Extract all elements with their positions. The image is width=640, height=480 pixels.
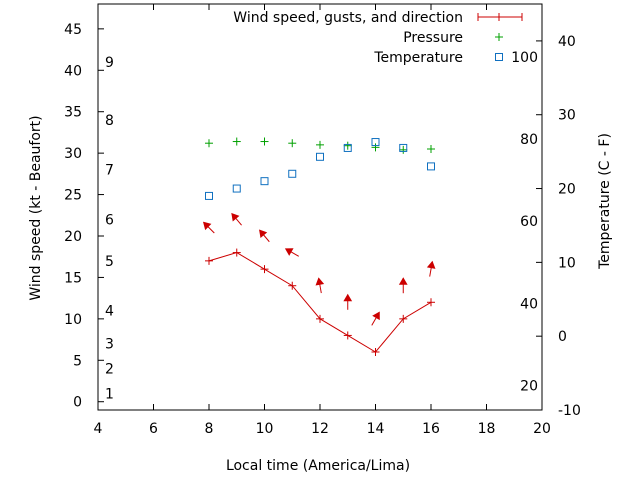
wind-direction-arrow [371,311,380,326]
arrow-head [259,229,268,239]
y-tick-label: 5 [73,353,82,369]
wind-direction-arrow [315,277,325,294]
pressure-point [371,143,380,152]
y-tick-label: 35 [64,105,82,121]
wind-direction-arrow [284,248,299,257]
x-tick-label: 8 [205,421,214,437]
fahrenheit-label: 100 [511,50,538,66]
y-tick-label: 25 [64,188,82,204]
x-tick-label: 4 [94,421,103,437]
wind-direction-arrow [343,293,353,310]
pressure-point [260,137,269,146]
arrow-head [426,260,436,269]
temperature-point [288,169,297,178]
y2-tick-label: 30 [558,108,576,124]
pressure-point [288,139,297,148]
temperature-point [316,152,324,161]
x-tick-label: 10 [256,421,274,437]
wind-direction-arrow [202,221,215,234]
pressure-point [205,139,213,148]
fahrenheit-label: 60 [520,214,538,230]
wind-speed-point [371,348,380,356]
arrow-head [231,212,240,222]
x-tick-label: 20 [533,421,551,437]
wind-speed-point [205,256,213,265]
y-tick-label: 15 [64,270,82,286]
fahrenheit-label: 80 [520,132,538,148]
wind-speed-point [316,314,324,323]
arrow-head [343,293,353,302]
y2-tick-label: 20 [558,182,576,198]
wind-direction-arrow [426,260,436,277]
wind-direction-arrow [231,212,242,226]
y-tick-label: 30 [64,146,82,162]
temperature-point [343,143,352,152]
x-tick-label: 16 [422,421,440,437]
arrow-head [284,248,294,256]
legend-wind-plus [495,13,503,21]
wind-speed-point [260,265,269,274]
legend-symbol-pressure [495,33,503,41]
legend-label-wind: Wind speed, gusts, and direction [233,10,463,26]
beaufort-label: 3 [105,337,114,353]
legend-label-pressure: Pressure [403,30,463,46]
pressure-point [427,145,435,153]
pressure-point [316,140,324,149]
beaufort-label: 5 [105,254,114,270]
arrow-head [315,277,325,286]
y-tick-label: 45 [64,22,82,38]
temperature-point [371,138,380,147]
arrow-head [398,277,408,285]
wind-direction-arrow [259,229,270,243]
wind-speed-point [232,248,241,257]
fahrenheit-label: 20 [520,379,538,395]
x-tick-label: 18 [478,421,496,437]
y2-tick-label: -10 [558,403,581,419]
y-axis-label: Wind speed (kt - Beaufort) [28,115,44,300]
wind-speed-point [288,281,297,290]
beaufort-label: 8 [105,113,114,129]
x-tick-label: 14 [367,421,385,437]
y-tick-label: 20 [64,229,82,245]
y2-axis-label: Temperature (C - F) [597,133,613,270]
y2-tick-label: 0 [558,329,567,345]
x-axis-label: Local time (America/Lima) [226,458,410,474]
beaufort-label: 1 [105,386,114,402]
wind-speed-point [343,331,352,340]
y2-tick-label: 10 [558,255,576,271]
beaufort-label: 9 [105,55,114,71]
beaufort-label: 2 [105,362,114,378]
temperature-point [427,162,435,171]
wind-direction-arrow [398,277,408,294]
legend-symbol-wind [477,13,523,21]
y-tick-label: 0 [73,395,82,411]
legend-label-temperature: Temperature [373,50,463,66]
beaufort-label: 4 [105,304,114,320]
y-tick-label: 40 [64,63,82,79]
temperature-point [232,184,241,193]
beaufort-label: 6 [105,212,114,228]
beaufort-label: 7 [105,163,114,179]
plot-frame [97,3,543,411]
y-tick-label: 10 [64,312,82,328]
wind-speed-point [427,298,435,307]
legend-symbol-temperature [495,53,503,61]
pressure-point [232,137,241,146]
wind-speed-point [399,314,408,323]
y2-tick-label: 40 [558,34,576,50]
temperature-point [399,143,408,152]
pressure-point [343,141,352,150]
temperature-point [205,191,213,200]
fahrenheit-label: 40 [520,297,538,313]
x-tick-label: 12 [311,421,329,437]
arrow-head [202,221,212,231]
wind-speed-line [208,252,432,353]
x-tick-label: 6 [149,421,158,437]
pressure-point [399,145,408,154]
temperature-point [260,177,269,186]
arrow-head [372,311,380,321]
